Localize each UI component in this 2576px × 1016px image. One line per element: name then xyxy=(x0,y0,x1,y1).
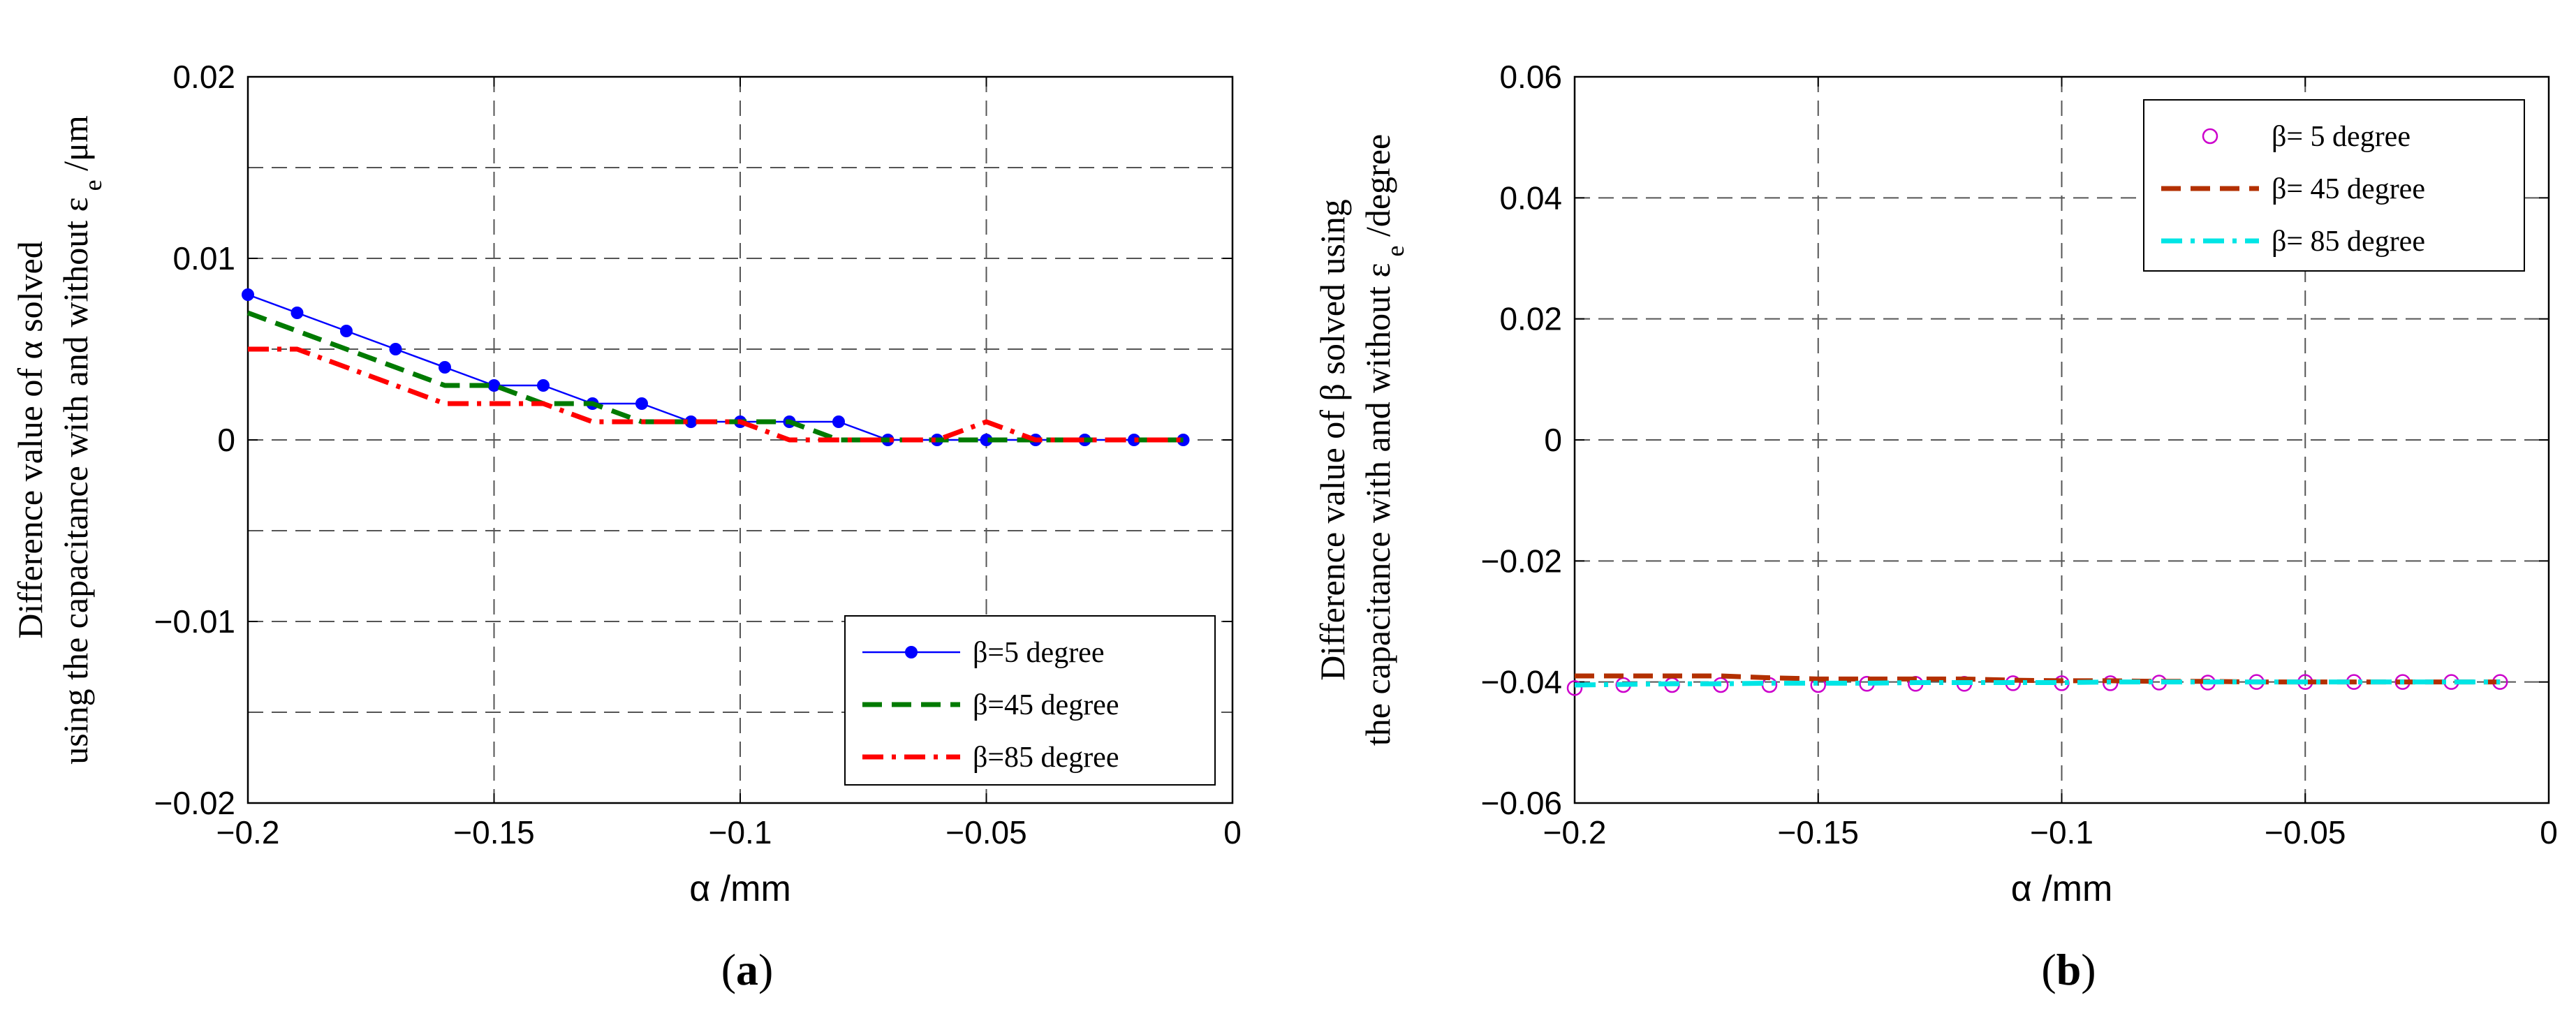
legend-label: β= 85 degree xyxy=(2272,226,2425,258)
data-point xyxy=(340,325,353,337)
legend-label: β= 45 degree xyxy=(2272,173,2425,205)
legend-label: β= 5 degree xyxy=(2272,121,2411,153)
data-point xyxy=(242,288,254,301)
data-point xyxy=(439,361,451,374)
legend: β=5 degree β=45 degree β=85 degree xyxy=(844,615,1216,786)
series-line xyxy=(248,346,1184,443)
x-tick-label: 0 xyxy=(1223,814,1242,851)
y-tick-label: 0.02 xyxy=(1499,301,1562,337)
caption-letter: a xyxy=(736,945,758,994)
y-tick-label: 0.04 xyxy=(1499,179,1562,216)
x-tick-label: −0.05 xyxy=(945,814,1026,851)
series-2 xyxy=(248,346,1184,443)
data-point xyxy=(290,307,304,319)
y-axis-label-unit: /μm xyxy=(56,115,95,179)
y-axis-label-line2: the capacitance with and without ε e /de… xyxy=(1358,134,1409,746)
legend-label: β=5 degree xyxy=(973,637,1104,669)
x-tick-label: −0.1 xyxy=(2030,814,2093,851)
y-axis-label-unit: /degree xyxy=(1358,134,1397,246)
series-2 xyxy=(1574,679,2501,688)
data-point xyxy=(537,379,550,392)
x-axis-label: α /mm xyxy=(689,869,791,909)
x-tick-label: −0.1 xyxy=(709,814,772,851)
x-tick-label: −0.2 xyxy=(216,814,280,851)
data-point xyxy=(832,415,845,428)
y-axis-label-subscript: e xyxy=(1381,246,1409,263)
x-tick-label: −0.05 xyxy=(2265,814,2346,851)
x-axis-label: α /mm xyxy=(2011,869,2113,909)
caption-paren-close: ) xyxy=(758,945,773,994)
y-tick-label: −0.02 xyxy=(154,785,235,821)
panel-caption: (a) xyxy=(721,945,774,994)
x-tick-label: −0.15 xyxy=(1778,814,1859,851)
legend: β= 5 degree β= 45 degree β= 85 degree xyxy=(2143,99,2525,272)
data-point xyxy=(1128,434,1140,446)
legend-label: β=85 degree xyxy=(973,742,1119,774)
y-axis-label-line2: using the capacitance with and without ε… xyxy=(56,115,107,765)
panel-caption: (b) xyxy=(2041,945,2096,994)
chart-panel-a: −0.2 −0.15 −0.1 −0.05 0 −0.02 −0.01 0 0.01 0.02 β=… xyxy=(10,59,1242,994)
data-point xyxy=(1566,680,1583,696)
y-axis-label-main: using the capacitance with and without ε xyxy=(56,197,95,764)
series-line xyxy=(1574,679,2501,688)
y-axis-label-line1: Difference value of β solved using xyxy=(1313,199,1352,681)
data-point xyxy=(487,379,501,392)
caption-paren-open: ( xyxy=(721,945,736,994)
x-tick-label: −0.2 xyxy=(1543,814,1607,851)
legend-label: β=45 degree xyxy=(973,689,1119,721)
caption-letter: b xyxy=(2056,945,2082,994)
y-tick-label: −0.01 xyxy=(154,603,235,640)
y-axis-label-subscript: e xyxy=(79,179,107,197)
y-tick-label: −0.02 xyxy=(1481,543,1562,579)
y-axis-label-main: the capacitance with and without ε xyxy=(1358,263,1397,746)
caption-paren-close: ) xyxy=(2081,945,2096,994)
x-tick-label: −0.15 xyxy=(453,814,534,851)
y-axis-label-line1: Difference value of α solved xyxy=(10,241,50,638)
data-point xyxy=(389,343,402,355)
chart-panel-b: −0.2 −0.15 −0.1 −0.05 0 −0.06 −0.04 −0.02 0 0.02 0… xyxy=(1313,59,2558,994)
legend-marker xyxy=(905,646,918,658)
caption-paren-open: ( xyxy=(2041,945,2056,994)
y-tick-label: 0 xyxy=(1544,422,1562,458)
y-tick-label: −0.04 xyxy=(1481,664,1562,700)
y-tick-label: 0.01 xyxy=(172,240,235,277)
x-tick-label: 0 xyxy=(2540,814,2558,851)
y-tick-label: −0.06 xyxy=(1481,785,1562,821)
data-point xyxy=(684,415,698,428)
y-tick-label: 0 xyxy=(217,422,235,458)
data-point xyxy=(635,397,648,410)
y-tick-label: 0.06 xyxy=(1499,59,1562,95)
y-tick-label: 0.02 xyxy=(172,59,235,95)
data-point xyxy=(980,434,993,446)
legend-marker xyxy=(2202,128,2218,145)
